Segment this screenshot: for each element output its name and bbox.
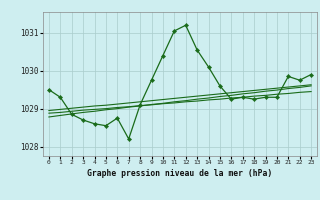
X-axis label: Graphe pression niveau de la mer (hPa): Graphe pression niveau de la mer (hPa) <box>87 169 273 178</box>
